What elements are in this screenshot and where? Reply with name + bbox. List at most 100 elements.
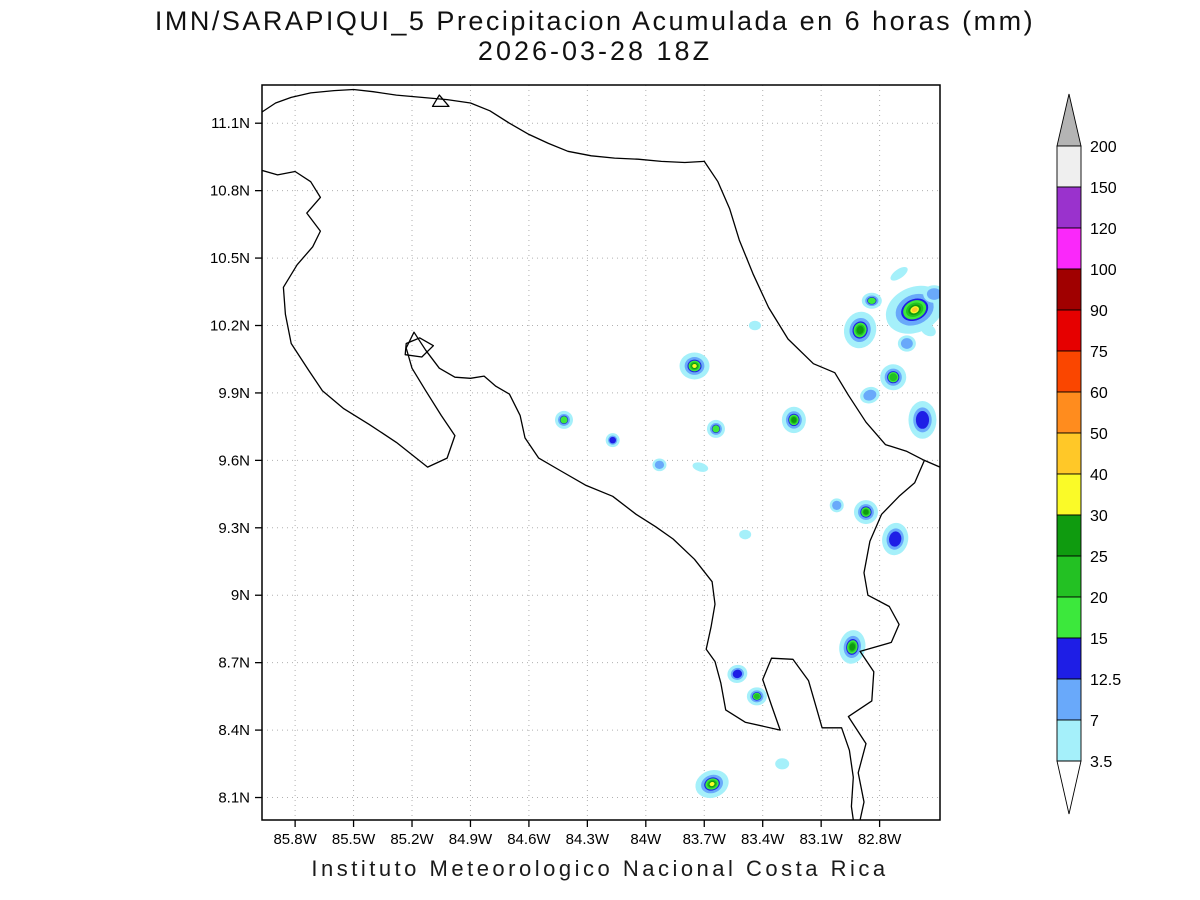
precip-contour-level-25 <box>863 509 869 515</box>
coastline-path <box>262 169 854 820</box>
precip-contour-level-3.5 <box>920 323 936 337</box>
coastline-path <box>847 459 926 820</box>
precip-cell <box>882 522 909 556</box>
plot-frame <box>261 84 941 821</box>
y-tick-label: 8.7N <box>218 655 250 672</box>
colorbar-group: 200 150 120 100 90 75 60 50 40 30 25 20 15 12.5 7 3.5 <box>1056 93 1121 815</box>
precip-cell <box>829 498 844 513</box>
y-tick-label: 9N <box>231 587 250 604</box>
chart-subtitle-datetime: 2026-03-28 18Z <box>477 36 713 66</box>
precip-contour-level-3.5 <box>890 266 908 281</box>
precip-cell <box>746 687 767 706</box>
precip-cell <box>880 364 907 391</box>
colorbar-tick-label: 3.5 <box>1090 754 1112 771</box>
x-tick-label: 85.8W <box>273 831 317 848</box>
colorbar-band <box>1056 637 1082 680</box>
precip-cell <box>605 433 620 448</box>
graticule-group <box>262 85 940 820</box>
precip-cell <box>781 406 806 434</box>
precip-cell <box>695 769 729 799</box>
x-tick-label: 83.1W <box>799 831 843 848</box>
colorbar-tick-label: 90 <box>1090 303 1108 320</box>
y-tick-label: 9.9N <box>218 385 250 402</box>
precip-contour-level-7 <box>900 338 913 349</box>
precip-cell <box>839 630 866 664</box>
y-tick-label: 8.1N <box>218 790 250 807</box>
colorbar-tick-label: 12.5 <box>1090 672 1121 689</box>
colorbar-above-max-triangle <box>1056 93 1082 147</box>
precip-contour-level-12.5 <box>609 436 616 444</box>
precip-cell <box>692 462 709 472</box>
precip-contour-level-25 <box>856 325 864 335</box>
colorbar-band <box>1056 596 1082 639</box>
precip-cell <box>554 410 573 429</box>
precip-contour-level-3.5 <box>748 320 761 331</box>
precip-cell <box>748 320 761 331</box>
colorbar-band <box>1056 268 1082 311</box>
precip-contour-level-20 <box>753 693 760 700</box>
colorbar-band <box>1056 350 1082 393</box>
precip-contour-level-3.5 <box>739 529 752 540</box>
precip-contour-level-15 <box>560 416 568 424</box>
coastline-path <box>262 88 705 164</box>
precip-cell <box>775 758 790 770</box>
colorbar-band <box>1056 227 1082 270</box>
colorbar-tick-label: 75 <box>1090 344 1108 361</box>
precip-contour-level-12.5 <box>915 411 930 429</box>
precip-contour-level-3.5 <box>775 758 790 770</box>
precip-contour-level-20 <box>889 373 898 382</box>
y-tick-label: 11.1N <box>211 115 250 132</box>
x-tick-label: 85.5W <box>332 831 376 848</box>
precip-contour-level-7 <box>832 500 842 510</box>
precip-contour-level-3.5 <box>692 462 709 472</box>
colorbar-tick-label: 120 <box>1090 221 1117 238</box>
coastline-path <box>431 94 450 108</box>
x-tick-label: 84.9W <box>449 831 493 848</box>
y-tick-label: 10.8N <box>210 183 250 200</box>
precip-contour-level-12.5 <box>889 531 902 547</box>
precip-contour-level-12.5 <box>732 669 743 679</box>
precip-contour-level-30 <box>709 781 715 787</box>
colorbar-band <box>1056 555 1082 598</box>
precip-cell <box>739 529 752 540</box>
y-tick-label: 9.6N <box>218 452 250 469</box>
colorbar-tick-label: 50 <box>1090 426 1108 443</box>
precip-cell <box>860 386 880 404</box>
chart-title: IMN/SARAPIQUI_5 Precipitacion Acumulada … <box>154 6 1036 36</box>
colorbar-tick-label: 7 <box>1090 713 1099 730</box>
precip-cell <box>843 311 877 349</box>
precip-cell <box>679 352 710 380</box>
x-tick-label: 83.7W <box>683 831 727 848</box>
y-tick-label: 9.3N <box>218 520 250 537</box>
precip-contour-level-7 <box>926 288 940 300</box>
coastline-group <box>262 88 940 820</box>
colorbar-tick-label: 150 <box>1090 180 1117 197</box>
precip-cell <box>853 500 878 525</box>
colorbar-tick-label: 200 <box>1090 139 1117 156</box>
precip-cell <box>890 266 908 281</box>
colorbar-tick-label: 15 <box>1090 631 1108 648</box>
colorbar-band <box>1056 391 1082 434</box>
colorbar-tick-label: 30 <box>1090 508 1108 525</box>
x-tick-label: 84.3W <box>566 831 610 848</box>
colorbar-band <box>1056 678 1082 721</box>
precip-cell <box>897 335 916 352</box>
x-tick-label: 84.6W <box>507 831 551 848</box>
x-tick-label: 84W <box>630 831 662 848</box>
precip-contour-level-25 <box>791 417 797 423</box>
precip-contour-level-25 <box>849 643 856 651</box>
precip-contour-level-15 <box>712 425 720 433</box>
coastline-path <box>404 337 435 358</box>
y-tick-label: 10.2N <box>210 318 250 335</box>
precip-contour-level-40 <box>911 307 918 313</box>
axes-group: 85.8W 85.5W 85.2W 84.9W 84.6W 84.3W 84W 83.7W 83… <box>210 115 902 848</box>
y-tick-label: 10.5N <box>210 250 250 267</box>
precip-contour-level-30 <box>692 363 697 368</box>
colorbar-band <box>1056 186 1082 229</box>
precip-cell <box>706 419 725 438</box>
colorbar-tick-label: 40 <box>1090 467 1108 484</box>
precip-cell <box>652 458 667 472</box>
colorbar-tick-label: 20 <box>1090 590 1108 607</box>
